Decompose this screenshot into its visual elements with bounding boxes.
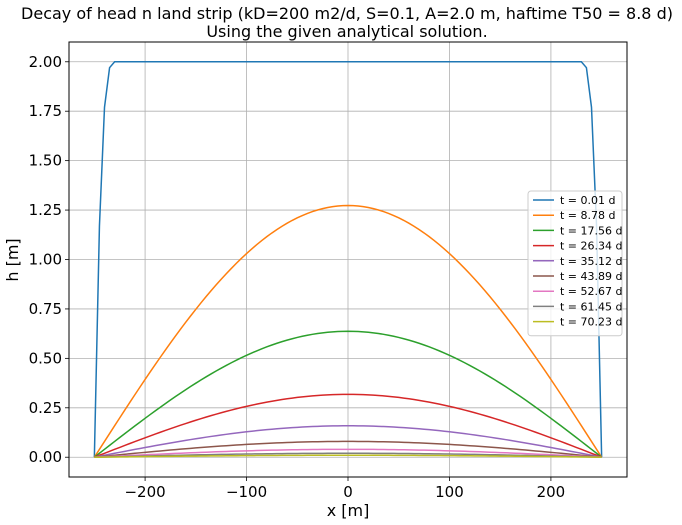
legend-label: t = 17.56 d xyxy=(560,224,623,237)
y-tick-label: 1.50 xyxy=(29,152,62,170)
y-tick-label: 0.75 xyxy=(29,300,62,318)
legend-label: t = 70.23 d xyxy=(560,316,623,329)
legend-label: t = 35.12 d xyxy=(560,255,623,268)
series-line-7 xyxy=(94,452,602,458)
legend-label: t = 26.34 d xyxy=(560,240,623,253)
y-tick-label: 1.00 xyxy=(29,251,62,269)
y-tick-label: 0.00 xyxy=(29,448,62,466)
y-tick-label: 2.00 xyxy=(29,53,62,71)
y-tick-label: 1.75 xyxy=(29,102,62,120)
x-axis-label: x [m] xyxy=(327,501,370,520)
chart-title: Decay of head n land strip (kD=200 m2/d,… xyxy=(21,4,673,23)
series-line-2 xyxy=(93,330,603,458)
x-tick-label: −100 xyxy=(226,483,267,501)
y-tick-label: 1.25 xyxy=(29,201,62,219)
series-line-5 xyxy=(94,440,602,458)
series-line-3 xyxy=(94,393,602,458)
x-tick-label: 200 xyxy=(537,483,566,501)
y-axis-label: h [m] xyxy=(3,238,22,281)
series-line-0 xyxy=(93,61,603,458)
legend-label: t = 0.01 d xyxy=(560,194,616,207)
x-tick-label: 0 xyxy=(343,483,353,501)
series-line-4 xyxy=(94,425,602,458)
y-tick-label: 0.50 xyxy=(29,349,62,367)
x-tick-label: 100 xyxy=(435,483,464,501)
x-axis-ticks: −200 −100 0 100 200 xyxy=(124,477,565,501)
chart-subtitle: Using the given analytical solution. xyxy=(206,22,487,41)
y-tick-label: 0.25 xyxy=(29,399,62,417)
legend-label: t = 61.45 d xyxy=(560,300,623,313)
series-line-1 xyxy=(93,204,603,458)
x-tick-label: −200 xyxy=(124,483,165,501)
legend: t = 0.01 d t = 8.78 d t = 17.56 d t = 26.34… xyxy=(527,190,623,337)
legend-box xyxy=(527,190,623,337)
series-line-6 xyxy=(94,448,602,458)
plot-area xyxy=(93,61,603,458)
legend-label: t = 43.89 d xyxy=(560,270,623,283)
legend-label: t = 8.78 d xyxy=(560,209,616,222)
y-axis-ticks: 0.00 0.25 0.50 0.75 1.00 1.25 1.50 1.75 2.00 xyxy=(29,53,69,466)
legend-label: t = 52.67 d xyxy=(560,285,623,298)
series-line-8 xyxy=(94,454,602,458)
